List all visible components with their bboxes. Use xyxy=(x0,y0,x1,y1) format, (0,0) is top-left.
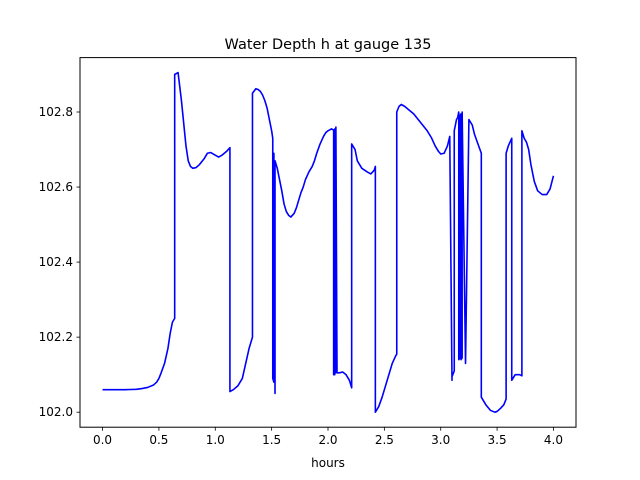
x-tick-label: 3.5 xyxy=(488,433,507,447)
x-tick-label: 3.0 xyxy=(431,433,450,447)
chart-title: Water Depth h at gauge 135 xyxy=(225,37,432,53)
x-tick-label: 2.5 xyxy=(375,433,394,447)
y-axis: 102.0 102.2 102.4 102.6 102.8 xyxy=(39,105,80,419)
x-tick-label: 0.0 xyxy=(93,433,112,447)
y-tick-label: 102.4 xyxy=(39,255,73,269)
series-layer xyxy=(102,71,555,413)
y-tick-label: 102.6 xyxy=(39,180,73,194)
x-tick-label: 0.5 xyxy=(149,433,168,447)
x-tick-label: 1.5 xyxy=(262,433,281,447)
y-tick-label: 102.8 xyxy=(39,105,73,119)
x-tick-label: 4.0 xyxy=(544,433,563,447)
x-tick-label: 1.0 xyxy=(206,433,225,447)
x-tick-label: 2.0 xyxy=(318,433,337,447)
y-tick-label: 102.2 xyxy=(39,330,73,344)
y-tick-label: 102.0 xyxy=(39,405,73,419)
x-axis-label: hours xyxy=(311,456,345,470)
x-axis: 0.0 0.5 1.0 1.5 2.0 2.5 3.0 3.5 4.0 xyxy=(93,427,563,447)
series-line xyxy=(102,71,555,413)
